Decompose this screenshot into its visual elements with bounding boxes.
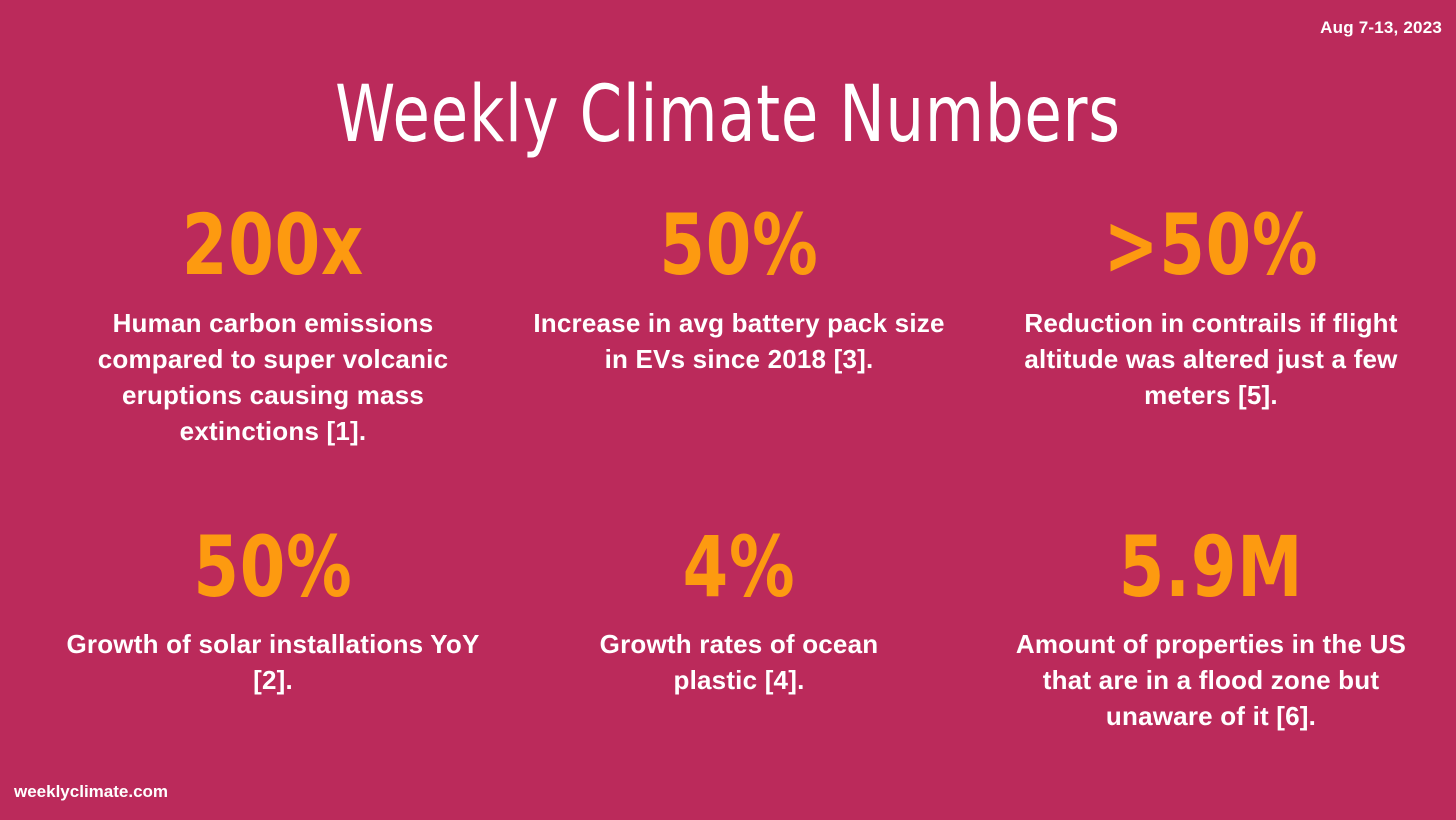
stat-card: 200x Human carbon emissions compared to … [38,200,508,449]
stat-value: 5.9M [1118,518,1304,616]
stat-value: 4% [682,518,796,616]
stat-description: Growth of solar installations YoY [2]. [66,629,480,695]
stat-value: 50% [193,518,353,616]
stat-description: Human carbon emissions compared to super… [97,308,449,446]
page-title: Weekly Climate Numbers [335,70,1121,160]
stat-description: Reduction in contrails if flight altitud… [1024,308,1398,410]
stat-description: Growth rates of ocean plastic [4]. [599,629,879,695]
website-label: weeklyclimate.com [14,782,169,801]
stat-description: Amount of properties in the US that are … [1015,629,1407,731]
stat-card: >50% Reduction in contrails if flight al… [976,200,1446,413]
stat-card: 4% Growth rates of ocean plastic [4]. [504,522,974,698]
date-label: Aug 7-13, 2023 [1320,18,1442,37]
stat-card: 50% Increase in avg battery pack size in… [504,200,974,377]
stat-card: 50% Growth of solar installations YoY [2… [38,522,508,698]
stat-value: 200x [181,196,365,294]
stat-value: 50% [659,196,819,294]
stat-value: >50% [1103,196,1319,294]
stat-description: Increase in avg battery pack size in EVs… [533,308,945,374]
stat-card: 5.9M Amount of properties in the US that… [976,522,1446,734]
